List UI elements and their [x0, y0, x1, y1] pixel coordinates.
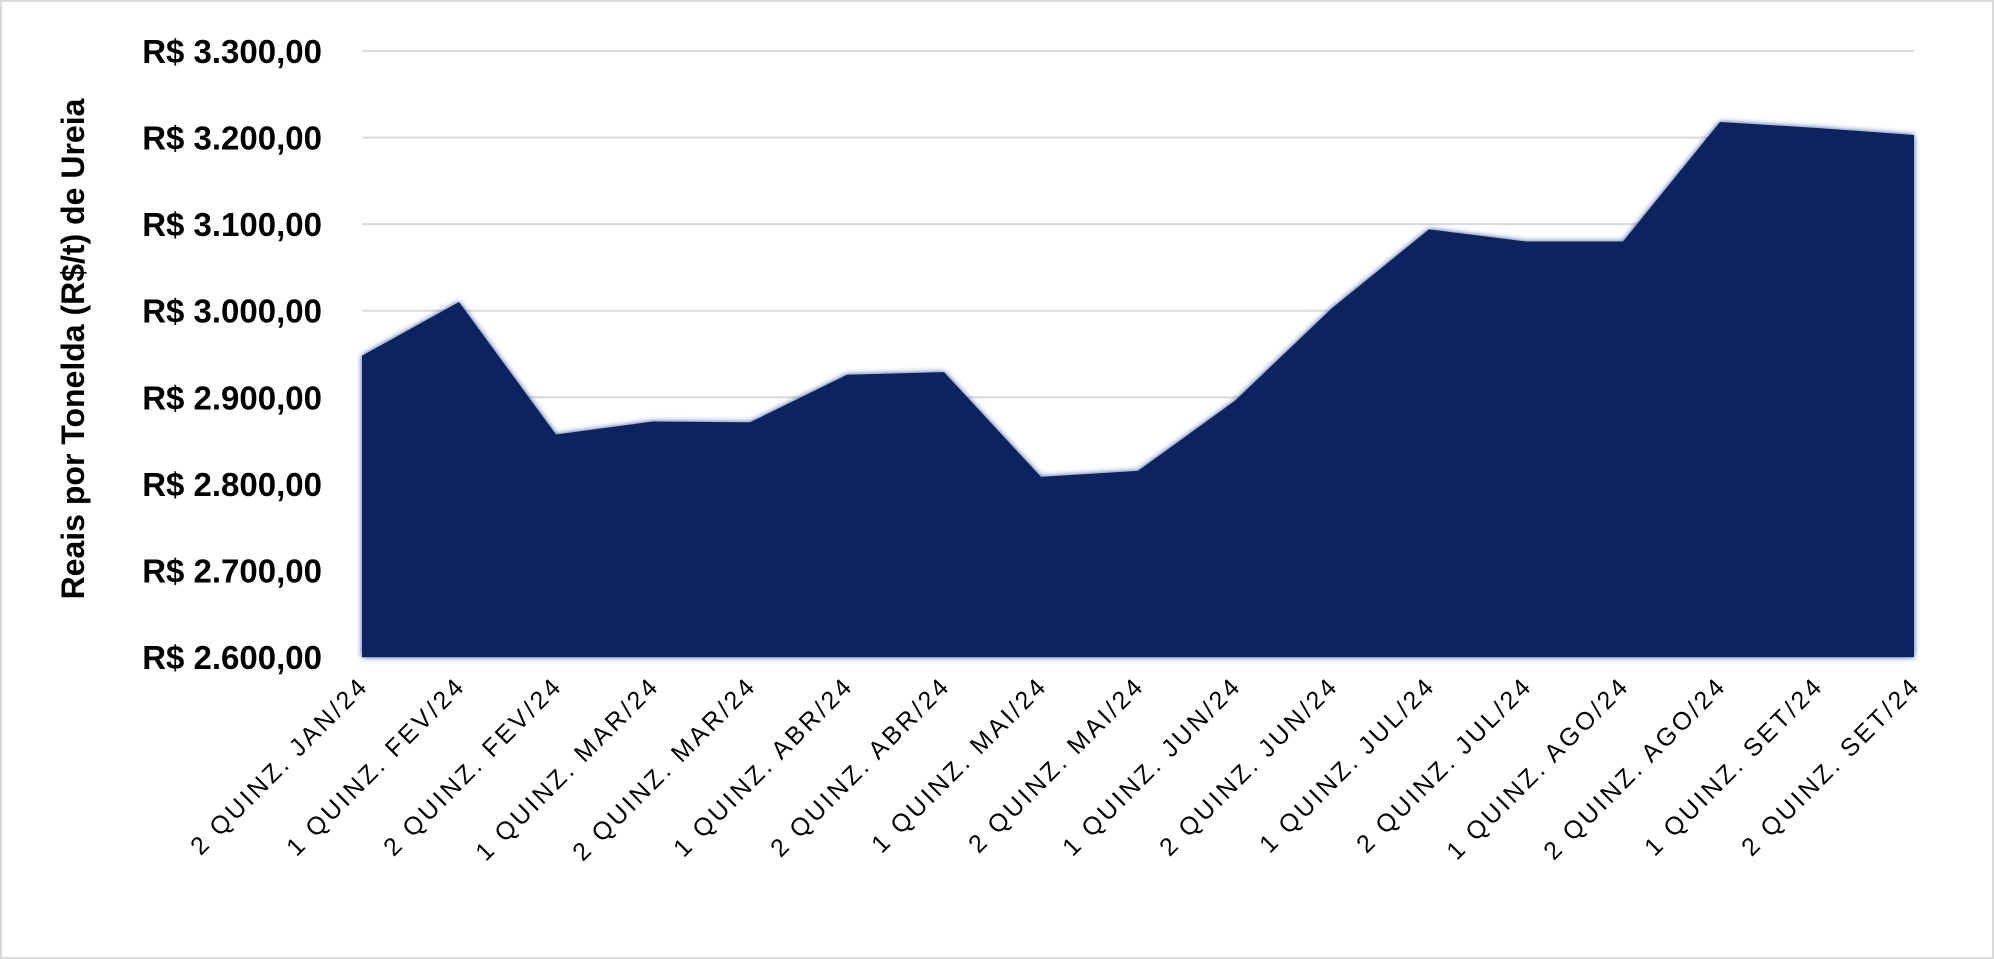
x-tick-label: 1 QUINZ. SET/24: [1639, 671, 1829, 861]
x-tick-label: 2 QUINZ. JUN/24: [1154, 671, 1344, 861]
y-axis-label: Reais por Tonelda (R$/t) de Ureia: [55, 98, 91, 599]
y-tick-label: R$ 3.000,00: [142, 293, 322, 330]
x-tick-label: 1 QUINZ. JUL/24: [1254, 671, 1441, 858]
x-tick-label: 2 QUINZ. AGO/24: [1538, 671, 1732, 865]
area-series: [362, 121, 1914, 657]
y-tick-label: R$ 2.600,00: [142, 639, 322, 676]
x-tick-label: 1 QUINZ. MAR/24: [470, 671, 665, 866]
y-tick-label: R$ 2.800,00: [142, 466, 322, 503]
x-tick-label: 1 QUINZ. FEV/24: [281, 671, 471, 861]
x-tick-label: 2 QUINZ. MAI/24: [963, 671, 1150, 858]
x-tick-label: 2 QUINZ. FEV/24: [378, 671, 568, 861]
y-axis-ticks: R$ 2.600,00 R$ 2.700,00 R$ 2.800,00 R$ 2.90…: [142, 33, 322, 676]
x-tick-label: 1 QUINZ. AGO/24: [1441, 671, 1635, 865]
x-tick-label: 2 QUINZ. ABR/24: [765, 671, 956, 862]
x-tick-label: 1 QUINZ. ABR/24: [668, 671, 859, 862]
y-tick-label: R$ 3.300,00: [142, 33, 322, 70]
y-tick-label: R$ 3.200,00: [142, 120, 322, 157]
x-tick-label: 1 QUINZ. JUN/24: [1057, 671, 1247, 861]
x-tick-label: 2 QUINZ. SET/24: [1736, 671, 1926, 861]
x-tick-label: 2 QUINZ. MAR/24: [567, 671, 762, 866]
area-fill: [362, 121, 1914, 657]
x-tick-label: 2 QUINZ. JAN/24: [185, 671, 374, 860]
y-tick-label: R$ 3.100,00: [142, 206, 322, 243]
x-tick-label: 1 QUINZ. MAI/24: [866, 671, 1053, 858]
x-axis-ticks: 2 QUINZ. JAN/241 QUINZ. FEV/242 QUINZ. F…: [185, 671, 1926, 866]
y-tick-label: R$ 2.700,00: [142, 552, 322, 589]
y-tick-label: R$ 2.900,00: [142, 379, 322, 416]
x-tick-label: 2 QUINZ. JUL/24: [1351, 671, 1538, 858]
